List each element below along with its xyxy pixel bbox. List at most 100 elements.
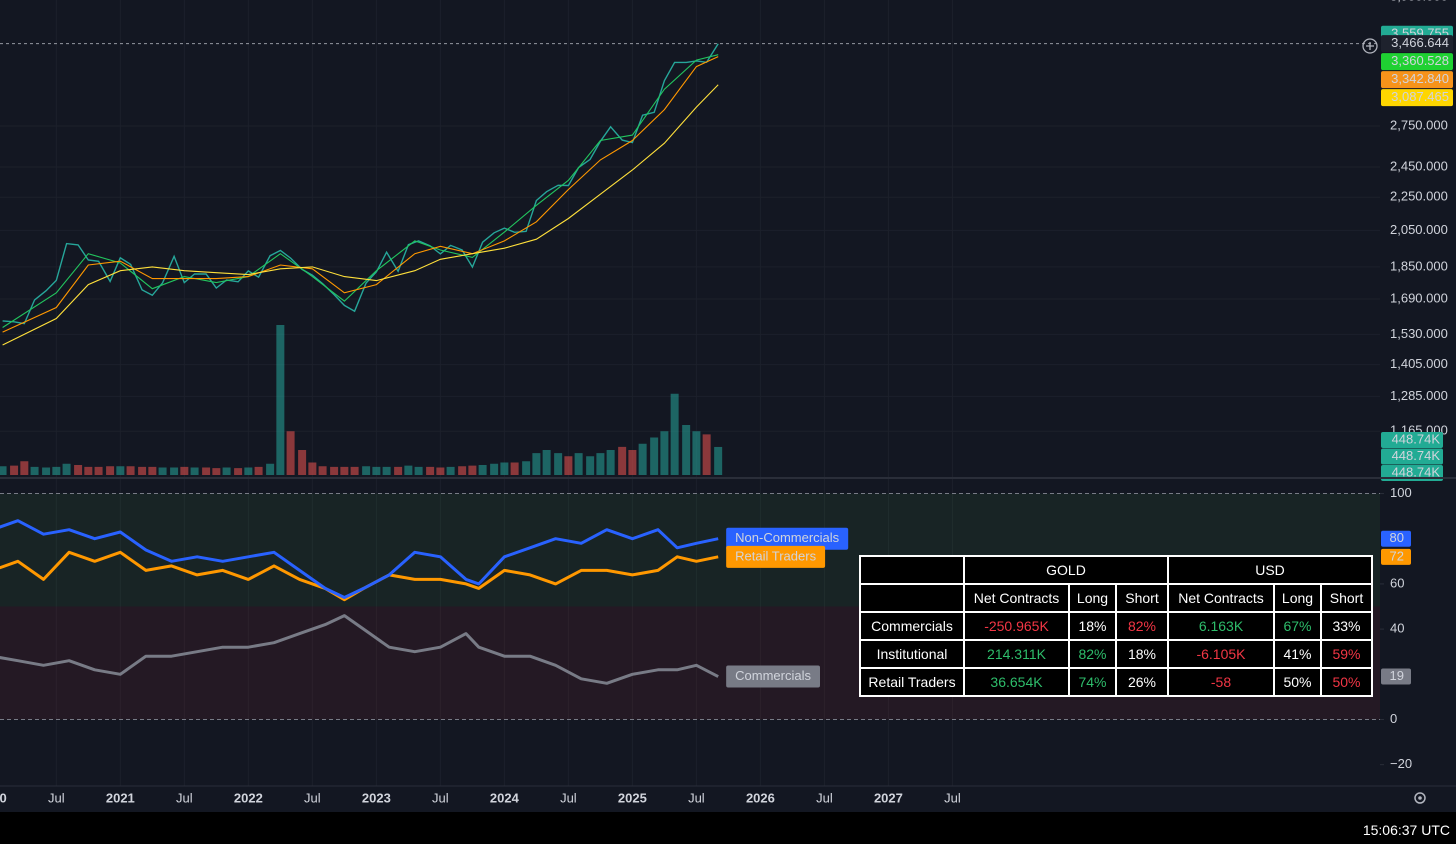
volume-bar: [490, 463, 499, 475]
volume-bar: [522, 461, 531, 475]
volume-bar: [500, 462, 509, 475]
volume-bar: [586, 456, 595, 475]
volume-bar: [180, 466, 189, 475]
x-tick-label: 2025: [618, 790, 647, 805]
y-tick-label: 2,250.000: [1390, 189, 1448, 204]
y-tick-label: 1,850.000: [1390, 258, 1448, 273]
price-tag: [1381, 35, 1453, 53]
x-tick-label: 2020: [0, 790, 7, 805]
volume-bar: [52, 466, 61, 475]
volume-bar: [170, 467, 179, 475]
volume-bar: [714, 446, 723, 475]
volume-bar: [542, 450, 551, 475]
volume-bar: [468, 465, 477, 475]
volume-bar: [692, 431, 701, 475]
volume-bar: [458, 466, 467, 475]
volume-tag: [1381, 448, 1443, 465]
x-tick-label: Jul: [176, 790, 193, 805]
y-tick-label: 1,690.000: [1390, 290, 1448, 305]
value-cell: 18%: [1115, 639, 1169, 669]
value-cell: 74%: [1068, 667, 1117, 697]
volume-bar: [254, 466, 263, 475]
header-cell: GOLD: [963, 555, 1169, 585]
volume-tag: [1381, 432, 1443, 448]
volume-bar: [298, 450, 307, 475]
x-tick-label: Jul: [688, 790, 705, 805]
moving-average: [2, 54, 719, 328]
settings-button[interactable]: [1414, 792, 1426, 804]
volume-bar: [106, 466, 115, 475]
value-cell: 41%: [1273, 639, 1322, 669]
volume-bar: [84, 466, 93, 475]
volume-bar: [308, 462, 317, 475]
x-tick-label: 2027: [874, 790, 903, 805]
volume-bar: [372, 466, 381, 475]
value-cell: 33%: [1320, 611, 1373, 641]
volume-bar: [638, 443, 647, 475]
value-cell: -58: [1167, 667, 1275, 697]
volume-bar: [478, 465, 487, 475]
value-cell: -250.965K: [963, 611, 1070, 641]
y-tick-label: 60: [1390, 575, 1404, 590]
y-tick-label: 0: [1390, 711, 1397, 726]
y-tick-label: 2,050.000: [1390, 222, 1448, 237]
volume-bar: [190, 467, 199, 475]
x-tick-label: Jul: [304, 790, 321, 805]
volume-bar: [414, 466, 423, 475]
y-tick-label: 3,950.000: [1390, 0, 1448, 4]
row-label: Commercials: [859, 611, 965, 641]
subheader-cell: Net Contracts: [1167, 583, 1275, 613]
y-tick-label: 1,285.000: [1390, 388, 1448, 403]
table-row: Institutional 214.311K 82% 18% -6.105K 41% 59%: [859, 639, 1373, 669]
volume-bar: [350, 466, 359, 475]
series-label-box: [726, 665, 821, 688]
add-icon: [1366, 42, 1374, 50]
volume-bar: [0, 466, 7, 475]
price-tag: [1381, 71, 1453, 89]
series-label-box: [726, 545, 826, 568]
volume-bar: [158, 467, 167, 475]
volume-bar: [596, 453, 605, 475]
volume-bar: [574, 453, 583, 475]
value-tag: [1381, 548, 1411, 565]
series-label-box: [726, 527, 849, 550]
volume-bar: [148, 466, 157, 475]
volume-bar: [212, 468, 221, 475]
volume-bar: [330, 466, 339, 475]
volume-bar: [510, 462, 519, 475]
x-tick-label: 2021: [106, 790, 135, 805]
price-tag-label: 3,087.465: [1391, 89, 1449, 104]
y-tick-label: 100: [1390, 485, 1412, 500]
moving-average: [2, 84, 719, 346]
volume-bar: [340, 466, 349, 475]
series-label: Non-Commercials: [735, 530, 840, 545]
volume-bar: [318, 466, 327, 475]
value-cell: -6.105K: [1167, 639, 1275, 669]
table-row: Retail Traders 36.654K 74% 26% -58 50% 50%: [859, 667, 1373, 697]
volume-bar: [74, 465, 83, 475]
row-label: Institutional: [859, 639, 965, 669]
table-row: GOLD USD: [859, 555, 1373, 585]
clock: 15:06:37 UTC: [1362, 822, 1450, 838]
volume-bar: [276, 325, 285, 475]
settings-icon: [1418, 796, 1422, 800]
volume-bar: [202, 467, 211, 475]
volume-bar: [660, 431, 669, 475]
value-cell: 18%: [1068, 611, 1117, 641]
volume-bar: [404, 465, 413, 475]
value-cell: 67%: [1273, 611, 1322, 641]
value-tag-label: 19: [1390, 668, 1404, 683]
y-tick-label: 1,530.000: [1390, 326, 1448, 341]
value-tag-label: 72: [1390, 548, 1404, 563]
value-cell: 82%: [1115, 611, 1169, 641]
x-tick-label: 2023: [362, 790, 391, 805]
volume-bar: [606, 450, 615, 475]
volume-bar: [94, 466, 103, 475]
corner-cell: [859, 555, 965, 585]
add-button[interactable]: [1362, 38, 1378, 54]
volume-bar: [554, 453, 563, 475]
volume-bar: [650, 437, 659, 475]
volume-bar: [10, 465, 19, 475]
x-tick-label: 2022: [234, 790, 263, 805]
